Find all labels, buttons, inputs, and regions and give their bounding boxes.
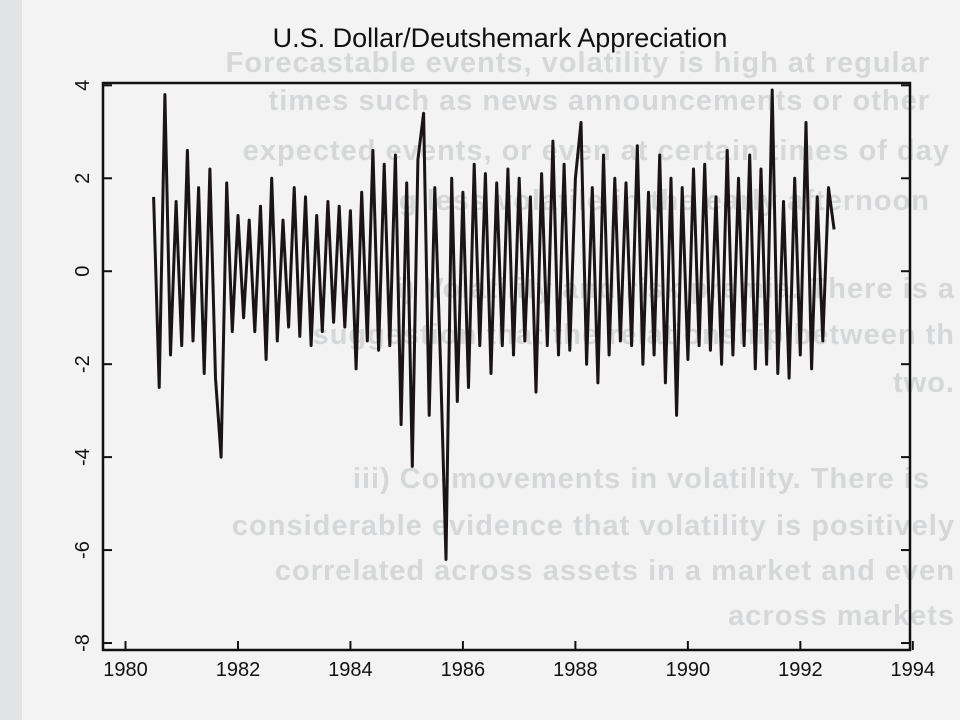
bleed-line: times such as news announcements or othe… [269, 85, 930, 117]
y-tick-label: -4 [72, 448, 94, 466]
x-tick-label: 1982 [216, 659, 261, 681]
y-tick-label: 0 [72, 266, 94, 277]
bleed-line: considerable evidence that volatility is… [232, 510, 955, 542]
x-tick-label: 1994 [891, 659, 936, 681]
bleed-line: iii) Co-movements in volatility. There i… [353, 463, 930, 495]
x-tick-label: 1990 [666, 659, 711, 681]
x-tick-label: 1988 [553, 659, 598, 681]
bleed-line: g less volatile in the early afternoon [399, 185, 930, 217]
y-tick-label: -2 [72, 355, 94, 373]
y-tick-label: -8 [72, 634, 94, 652]
x-tick-label: 1986 [441, 659, 486, 681]
series-line [152, 88, 836, 561]
bleed-line: expected events, or even at certain time… [243, 135, 950, 167]
bleed-line: correlated across assets in a market and… [275, 555, 955, 587]
y-tick-label: 2 [72, 173, 94, 184]
chart-title: U.S. Dollar/Deutshemark Appreciation [273, 23, 728, 53]
y-tick-label: 4 [72, 80, 94, 91]
scan-edge [0, 0, 22, 720]
x-tick-label: 1992 [778, 659, 823, 681]
x-tick-label: 1984 [328, 659, 373, 681]
bleed-line: across markets [728, 600, 955, 632]
y-tick-label: -6 [72, 541, 94, 559]
x-tick-label: 1980 [103, 659, 148, 681]
bleed-line: Forecastable events, volatility is high … [226, 47, 930, 79]
bleed-line: two. [893, 367, 955, 399]
plot-frame [101, 81, 912, 652]
